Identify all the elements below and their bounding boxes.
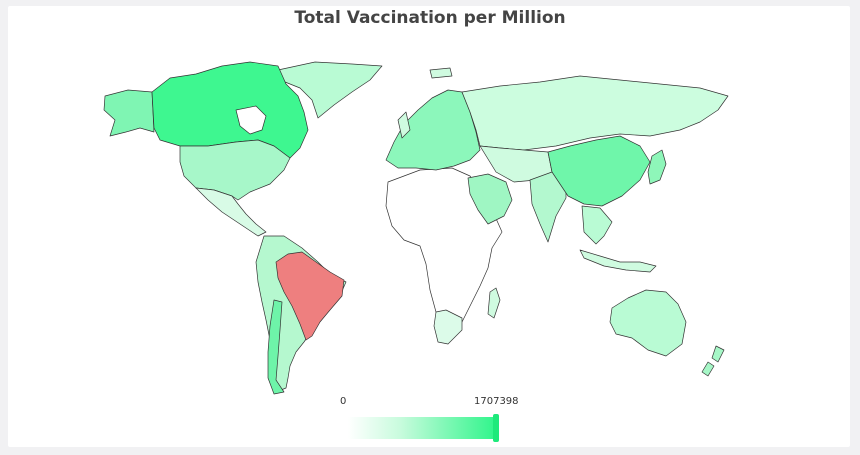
region-australia[interactable] — [609, 289, 687, 357]
region-united-states[interactable] — [179, 139, 291, 201]
region-south-africa[interactable] — [433, 309, 463, 345]
region-brazil[interactable] — [275, 251, 345, 341]
region-madagascar[interactable] — [487, 287, 501, 319]
region-japan[interactable] — [647, 149, 667, 185]
hudson-bay — [235, 105, 267, 135]
region-chile[interactable] — [267, 299, 285, 395]
region-mexico[interactable] — [195, 187, 267, 237]
colorbar-min-label: 0 — [340, 396, 347, 407]
region-iceland[interactable] — [429, 67, 453, 79]
region-russia[interactable] — [461, 75, 729, 151]
region-china[interactable] — [547, 135, 651, 207]
region-indonesia[interactable] — [579, 249, 657, 273]
colorbar — [348, 417, 497, 439]
region-new-zealand[interactable] — [701, 345, 725, 377]
region-greenland[interactable] — [277, 61, 383, 119]
colorbar-max-label: 1707398 — [474, 396, 519, 407]
region-uk[interactable] — [397, 111, 411, 139]
region-alaska[interactable] — [103, 89, 155, 137]
region-arabia[interactable] — [467, 173, 513, 225]
region-southeast-asia[interactable] — [581, 205, 613, 245]
colorbar-handle[interactable] — [493, 414, 499, 442]
map-title: Total Vaccination per Million — [294, 8, 566, 28]
